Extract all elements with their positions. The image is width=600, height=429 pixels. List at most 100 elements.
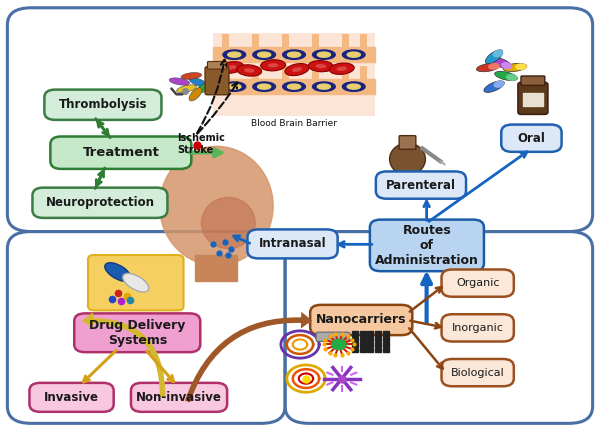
FancyBboxPatch shape — [442, 314, 514, 341]
Bar — [352, 342, 358, 347]
Ellipse shape — [160, 146, 273, 266]
Ellipse shape — [226, 65, 236, 70]
Ellipse shape — [237, 65, 262, 76]
Ellipse shape — [488, 63, 500, 70]
Ellipse shape — [501, 62, 512, 69]
Ellipse shape — [506, 74, 517, 81]
Bar — [375, 337, 381, 341]
Bar — [375, 348, 381, 352]
Ellipse shape — [253, 82, 275, 91]
Ellipse shape — [308, 60, 334, 72]
Bar — [360, 348, 365, 352]
Bar — [367, 342, 373, 347]
FancyArrowPatch shape — [82, 312, 166, 397]
Ellipse shape — [228, 52, 241, 57]
Ellipse shape — [491, 57, 512, 69]
Ellipse shape — [268, 63, 278, 67]
Ellipse shape — [283, 82, 305, 91]
FancyBboxPatch shape — [208, 61, 227, 69]
FancyBboxPatch shape — [44, 90, 161, 120]
Ellipse shape — [329, 63, 354, 74]
Ellipse shape — [189, 88, 202, 101]
Ellipse shape — [313, 82, 335, 91]
Text: Neuroprotection: Neuroprotection — [46, 196, 154, 209]
Ellipse shape — [176, 85, 196, 93]
Ellipse shape — [181, 73, 202, 79]
Ellipse shape — [337, 66, 347, 71]
Ellipse shape — [283, 50, 305, 59]
FancyBboxPatch shape — [376, 172, 466, 199]
Ellipse shape — [219, 62, 244, 73]
Bar — [383, 342, 389, 347]
Ellipse shape — [343, 82, 365, 91]
Ellipse shape — [515, 63, 527, 70]
Text: Parenteral: Parenteral — [386, 178, 456, 192]
Bar — [196, 255, 237, 281]
Bar — [383, 348, 389, 352]
Ellipse shape — [313, 50, 335, 59]
Ellipse shape — [347, 52, 361, 57]
Bar — [367, 331, 373, 335]
Ellipse shape — [484, 81, 505, 92]
Bar — [383, 337, 389, 341]
FancyBboxPatch shape — [442, 359, 514, 386]
Ellipse shape — [223, 82, 245, 91]
FancyBboxPatch shape — [29, 383, 113, 412]
Bar — [375, 331, 381, 335]
Bar — [360, 342, 365, 347]
Ellipse shape — [196, 82, 212, 93]
Ellipse shape — [485, 50, 503, 64]
Ellipse shape — [228, 84, 241, 89]
Text: Invasive: Invasive — [44, 391, 99, 404]
Ellipse shape — [253, 50, 275, 59]
Bar — [352, 348, 358, 352]
Ellipse shape — [317, 52, 331, 57]
Ellipse shape — [105, 263, 131, 281]
Ellipse shape — [347, 84, 361, 89]
Ellipse shape — [493, 81, 505, 88]
FancyBboxPatch shape — [131, 383, 227, 412]
Ellipse shape — [389, 143, 425, 175]
Ellipse shape — [257, 84, 271, 89]
Bar — [375, 342, 381, 347]
Text: Thrombolysis: Thrombolysis — [59, 98, 147, 111]
Text: Non-invasive: Non-invasive — [136, 391, 222, 404]
Text: Drug Delivery
Systems: Drug Delivery Systems — [89, 319, 185, 347]
Ellipse shape — [202, 197, 255, 248]
Ellipse shape — [287, 84, 301, 89]
FancyBboxPatch shape — [50, 136, 191, 169]
Ellipse shape — [287, 52, 301, 57]
Ellipse shape — [494, 71, 517, 81]
Text: Nanocarriers: Nanocarriers — [316, 314, 406, 326]
Bar — [352, 331, 358, 335]
FancyBboxPatch shape — [399, 136, 416, 149]
Text: Intranasal: Intranasal — [259, 237, 326, 251]
FancyBboxPatch shape — [214, 33, 374, 116]
FancyBboxPatch shape — [32, 187, 167, 218]
Text: Inorganic: Inorganic — [452, 323, 503, 333]
Text: Biological: Biological — [451, 368, 505, 378]
Bar — [523, 93, 543, 106]
FancyBboxPatch shape — [518, 82, 548, 115]
FancyBboxPatch shape — [310, 305, 412, 335]
Text: Organic: Organic — [456, 278, 499, 288]
Ellipse shape — [223, 50, 245, 59]
Text: Blood Brain Barrier: Blood Brain Barrier — [251, 118, 337, 127]
Bar — [360, 337, 365, 341]
Bar — [383, 331, 389, 335]
FancyBboxPatch shape — [74, 313, 200, 352]
Bar — [367, 348, 373, 352]
FancyArrowPatch shape — [185, 312, 312, 402]
Ellipse shape — [493, 50, 503, 57]
Text: Ischemic
Stroke: Ischemic Stroke — [178, 133, 226, 155]
Ellipse shape — [317, 84, 331, 89]
FancyBboxPatch shape — [521, 76, 545, 85]
Text: Oral: Oral — [517, 132, 545, 145]
Ellipse shape — [503, 63, 527, 72]
FancyBboxPatch shape — [205, 66, 229, 95]
Ellipse shape — [189, 78, 208, 87]
Ellipse shape — [260, 60, 286, 71]
Ellipse shape — [244, 68, 254, 73]
Ellipse shape — [292, 67, 302, 72]
FancyBboxPatch shape — [370, 220, 484, 271]
